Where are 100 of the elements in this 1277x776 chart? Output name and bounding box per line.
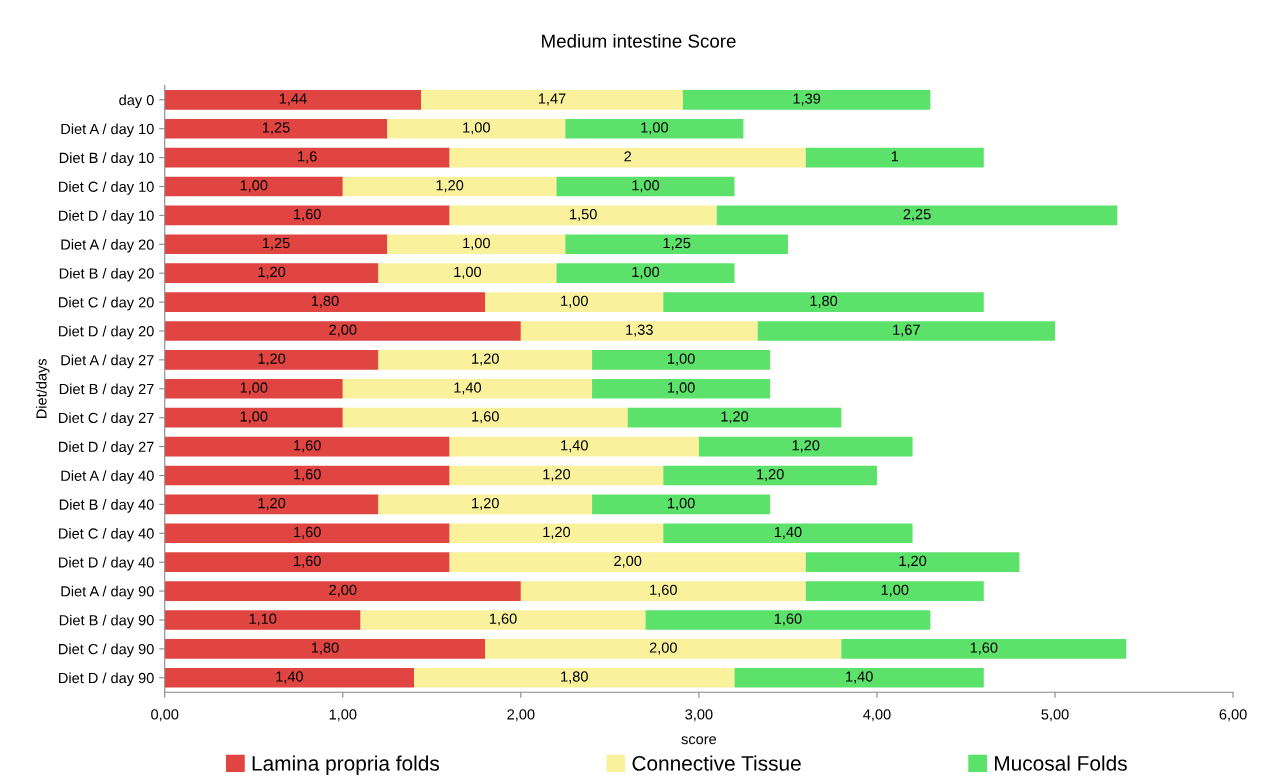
data-label: 1,80 — [561, 671, 588, 684]
data-label: 1,00 — [240, 382, 268, 395]
bar — [592, 494, 771, 515]
data-label: 1,20 — [543, 526, 571, 539]
data-label: 1,60 — [472, 411, 499, 424]
x-tick-label: 4,00 — [863, 709, 891, 722]
bar — [734, 667, 984, 688]
data-label: 1,47 — [538, 93, 566, 106]
bar — [387, 234, 566, 255]
y-tick-label: day 0 — [119, 94, 154, 109]
x-tick-label: 6,00 — [1219, 709, 1247, 722]
data-label: 2,00 — [649, 642, 677, 655]
data-label: 1,00 — [463, 122, 490, 135]
data-label: 1,00 — [881, 584, 909, 597]
bar — [449, 523, 664, 544]
data-label: 1,60 — [650, 584, 677, 597]
data-label: 1,00 — [240, 180, 268, 193]
data-label: 1,20 — [757, 469, 784, 482]
bar — [164, 667, 415, 688]
bar — [414, 667, 735, 688]
data-label: 1,20 — [472, 497, 499, 510]
bar — [164, 436, 450, 457]
y-tick-label: Diet A / day 40 — [61, 470, 154, 484]
data-label: 1,60 — [294, 469, 321, 482]
data-label: 1,00 — [463, 237, 490, 250]
data-label: 1,00 — [668, 497, 695, 510]
bar — [164, 378, 343, 399]
data-label: 1,50 — [570, 208, 597, 222]
data-label: 1,25 — [262, 237, 290, 250]
bar — [627, 407, 842, 428]
data-label: 1,10 — [249, 613, 277, 626]
y-tick-label: Diet B / day 27 — [59, 383, 154, 398]
data-label: 1,60 — [774, 613, 802, 626]
legend-label: Lamina propria folds — [252, 755, 440, 775]
bar — [698, 436, 913, 457]
y-tick-label: Diet D / day 10 — [59, 210, 154, 224]
bar — [164, 234, 388, 255]
bar — [164, 118, 388, 139]
data-label: 1,80 — [810, 295, 838, 308]
bar — [378, 263, 557, 284]
bar — [164, 263, 379, 284]
data-label: 1,80 — [311, 642, 339, 655]
data-label: 1,00 — [632, 180, 660, 193]
y-tick-label: Diet C / day 27 — [59, 412, 154, 426]
bar — [164, 350, 379, 370]
bar — [757, 321, 1056, 341]
y-tick-label: Diet D / day 27 — [59, 441, 154, 455]
bar — [342, 176, 557, 197]
bar — [682, 89, 931, 110]
data-label: 1,20 — [258, 353, 286, 366]
data-label: 1,20 — [258, 266, 286, 279]
y-tick-label: Diet D / day 40 — [59, 556, 154, 571]
data-label: 1,00 — [668, 353, 695, 366]
data-label: 1,20 — [543, 469, 571, 482]
bar — [449, 147, 806, 168]
x-tick-label: 3,00 — [685, 709, 713, 722]
y-tick-label: Diet B / day 20 — [59, 267, 154, 282]
x-tick-label: 1,00 — [329, 709, 357, 722]
bar — [164, 89, 422, 110]
data-label: 2,00 — [329, 324, 357, 337]
data-label: 2 — [624, 151, 631, 162]
bar — [663, 465, 877, 486]
y-tick-label: Diet B / day 90 — [59, 614, 154, 629]
x-tick-label: 0,00 — [151, 709, 179, 722]
y-tick-label: Diet B / day 10 — [59, 152, 154, 166]
bar — [164, 176, 343, 197]
data-label: 1,40 — [846, 671, 873, 684]
data-label: 1,20 — [899, 555, 927, 568]
y-tick-label: Diet A / day 27 — [61, 354, 154, 369]
data-label: 1,67 — [893, 324, 920, 337]
bar — [164, 639, 486, 659]
data-label: 1,6 — [298, 151, 317, 164]
y-axis-title: Diet/days — [35, 358, 50, 418]
bar — [164, 494, 379, 515]
data-label: 1,00 — [632, 266, 660, 279]
bar — [342, 407, 628, 428]
bar — [565, 118, 744, 139]
bar — [449, 436, 699, 457]
chart-title: Medium intestine Score — [542, 33, 736, 48]
data-label: 1,40 — [454, 382, 482, 395]
bar — [164, 610, 361, 630]
bar — [378, 494, 593, 515]
x-tick-label: 5,00 — [1041, 709, 1069, 722]
data-label: 1,20 — [721, 411, 749, 424]
data-label: 1,40 — [276, 671, 303, 684]
data-label: 1,80 — [311, 295, 339, 308]
bar — [716, 205, 1118, 226]
bar — [485, 639, 842, 659]
data-label: 1,25 — [663, 237, 691, 250]
bar — [449, 205, 717, 226]
y-tick-label: Diet A / day 90 — [61, 585, 154, 600]
bar — [805, 581, 984, 601]
data-label: 1,60 — [489, 613, 517, 626]
bar — [556, 263, 735, 284]
y-tick-label: Diet B / day 40 — [59, 499, 154, 513]
bar — [360, 610, 646, 630]
bar — [378, 350, 593, 370]
bar — [592, 350, 771, 370]
y-tick-label: Diet C / day 10 — [59, 181, 154, 195]
y-tick-label: Diet C / day 90 — [59, 643, 154, 658]
